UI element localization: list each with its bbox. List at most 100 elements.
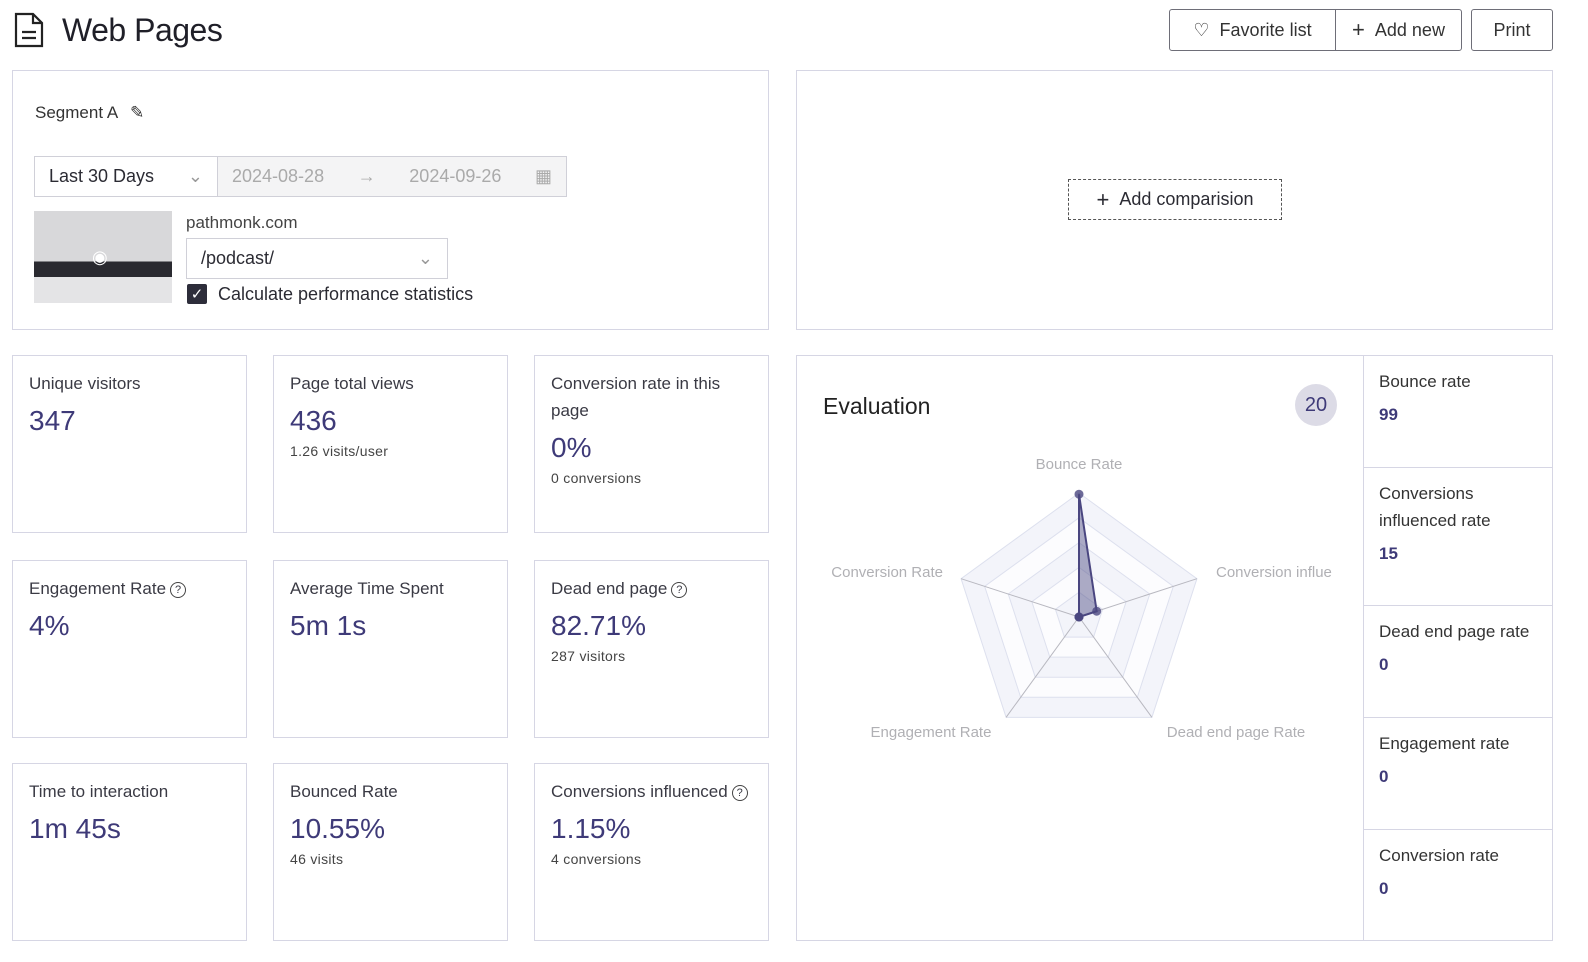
chevron-down-icon: ⌄: [417, 248, 433, 268]
evaluation-side-item: Dead end page rate 0: [1363, 606, 1552, 718]
page-value: /podcast/: [201, 248, 275, 268]
side-item-value: 15: [1379, 544, 1398, 563]
page-thumbnail[interactable]: ◉: [34, 211, 172, 303]
metric-card: Page total views 436 1.26 visits/user: [273, 355, 508, 533]
metric-card: Unique visitors 347: [12, 355, 247, 533]
eye-icon: ◉: [92, 247, 108, 267]
side-item-value: 0: [1379, 767, 1389, 786]
date-picker[interactable]: 2024-08-28 → 2024-09-26 ▦: [217, 156, 567, 197]
divider: [1363, 356, 1364, 940]
comparison-card: + Add comparision: [796, 70, 1553, 330]
help-icon[interactable]: ?: [731, 785, 748, 801]
heart-icon: ♡: [1193, 19, 1210, 40]
page-title: Web Pages: [62, 12, 223, 48]
side-item-value: 0: [1379, 655, 1389, 674]
document-icon: [14, 12, 44, 53]
evaluation-score-badge: 20: [1295, 384, 1337, 426]
side-item-label: Bounce rate: [1379, 372, 1471, 391]
metric-value: 436: [290, 405, 337, 436]
plus-icon: +: [1096, 186, 1110, 212]
date-range-select[interactable]: Last 30 Days ⌄: [34, 156, 218, 197]
help-icon[interactable]: ?: [170, 582, 187, 598]
edit-icon[interactable]: ✎: [129, 103, 145, 122]
add-comparison-label: Add comparision: [1119, 189, 1254, 209]
add-new-button[interactable]: + Add new: [1335, 9, 1462, 51]
page-select[interactable]: /podcast/ ⌄: [186, 238, 448, 279]
domain-label: pathmonk.com: [186, 213, 298, 232]
plus-icon: +: [1352, 17, 1365, 42]
metric-label: Unique visitors: [29, 374, 141, 393]
metric-card: Engagement Rate? 4%: [12, 560, 247, 738]
side-item-value: 99: [1379, 405, 1398, 424]
metric-subtext: 4 conversions: [551, 851, 642, 867]
chevron-down-icon: ⌄: [187, 166, 203, 186]
radar-axis-label: Conversion influe: [1216, 564, 1332, 581]
add-new-label: Add new: [1374, 19, 1445, 40]
side-item-label: Dead end page rate: [1379, 622, 1530, 641]
metric-value: 1m 45s: [29, 813, 121, 844]
metric-card: Conversions influenced? 1.15% 4 conversi…: [534, 763, 769, 941]
side-item-value: 0: [1379, 879, 1389, 898]
radar-axis-label: Engagement Rate: [871, 724, 992, 741]
calendar-icon: ▦: [534, 166, 552, 186]
evaluation-side-item: Conversion rate 0: [1363, 830, 1552, 940]
metric-card: Time to interaction 1m 45s: [12, 763, 247, 941]
metric-label: Engagement Rate: [29, 579, 167, 598]
side-item-label: Engagement rate: [1379, 734, 1510, 753]
metric-value: 4%: [29, 610, 70, 641]
evaluation-side-item: Bounce rate 99: [1363, 356, 1552, 468]
metric-label: Dead end page: [551, 579, 668, 598]
radar-axis-label: Bounce Rate: [1036, 456, 1123, 473]
metric-value: 0%: [551, 432, 592, 463]
segment-card: Segment A ✎ Last 30 Days ⌄ 2024-08-28 → 202…: [12, 70, 769, 330]
date-start: 2024-08-28: [232, 166, 325, 186]
radar-axis-label: Dead end page Rate: [1167, 724, 1305, 741]
radar-axis: [1005, 616, 1080, 718]
metric-card: Conversion rate in this page 0% 0 conver…: [534, 355, 769, 533]
metric-value: 10.55%: [290, 813, 385, 844]
evaluation-title: Evaluation: [823, 393, 931, 419]
metric-value: 82.71%: [551, 610, 646, 641]
metric-subtext: 46 visits: [290, 851, 344, 867]
radar-axis: [960, 578, 1080, 618]
segment-name-row: Segment A ✎: [35, 103, 144, 123]
metric-subtext: 1.26 visits/user: [290, 443, 389, 459]
metric-label: Bounced Rate: [290, 782, 398, 801]
radar-chart: Bounce Rate Conversion influe Dead end pag…: [831, 456, 1332, 741]
metric-value: 1.15%: [551, 813, 631, 844]
metric-card: Dead end page? 82.71% 287 visitors: [534, 560, 769, 738]
date-end: 2024-09-26: [409, 166, 502, 186]
favorite-list-button[interactable]: ♡ Favorite list: [1169, 9, 1336, 51]
metric-subtext: 287 visitors: [551, 648, 626, 664]
help-icon[interactable]: ?: [671, 582, 688, 598]
metric-value: 347: [29, 405, 76, 436]
favorite-list-label: Favorite list: [1219, 19, 1312, 40]
side-item-label: Conversions influenced rate: [1379, 484, 1491, 530]
print-label: Print: [1493, 19, 1531, 40]
radar-series-area: [1078, 494, 1098, 619]
add-comparison-button[interactable]: + Add comparision: [1068, 179, 1282, 220]
radar-point: [1092, 606, 1102, 616]
radar-point: [1074, 489, 1084, 499]
radar-point: [1074, 612, 1084, 622]
performance-checkbox[interactable]: ✓: [187, 284, 207, 304]
arrow-right-icon: →: [357, 166, 376, 186]
metric-label: Page total views: [290, 374, 414, 393]
side-item-label: Conversion rate: [1379, 846, 1500, 865]
metric-label: Conversion rate in this page: [551, 374, 721, 420]
metric-subtext: 0 conversions: [551, 470, 642, 486]
metric-card: Bounced Rate 10.55% 46 visits: [273, 763, 508, 941]
print-button[interactable]: Print: [1471, 9, 1553, 51]
segment-name: Segment A: [35, 103, 118, 122]
metric-label: Time to interaction: [29, 782, 169, 801]
radar-axis-label: Conversion Rate: [831, 564, 943, 581]
metric-label: Average Time Spent: [290, 579, 444, 598]
evaluation-side-item: Engagement rate 0: [1363, 718, 1552, 830]
radar-axis: [1078, 616, 1153, 718]
date-range-value: Last 30 Days: [49, 166, 155, 186]
metric-label: Conversions influenced: [551, 782, 728, 801]
metric-value: 5m 1s: [290, 610, 367, 641]
performance-checkbox-label: Calculate performance statistics: [218, 284, 474, 304]
evaluation-side-item: Conversions influenced rate 15: [1363, 468, 1552, 606]
metric-card: Average Time Spent 5m 1s: [273, 560, 508, 738]
